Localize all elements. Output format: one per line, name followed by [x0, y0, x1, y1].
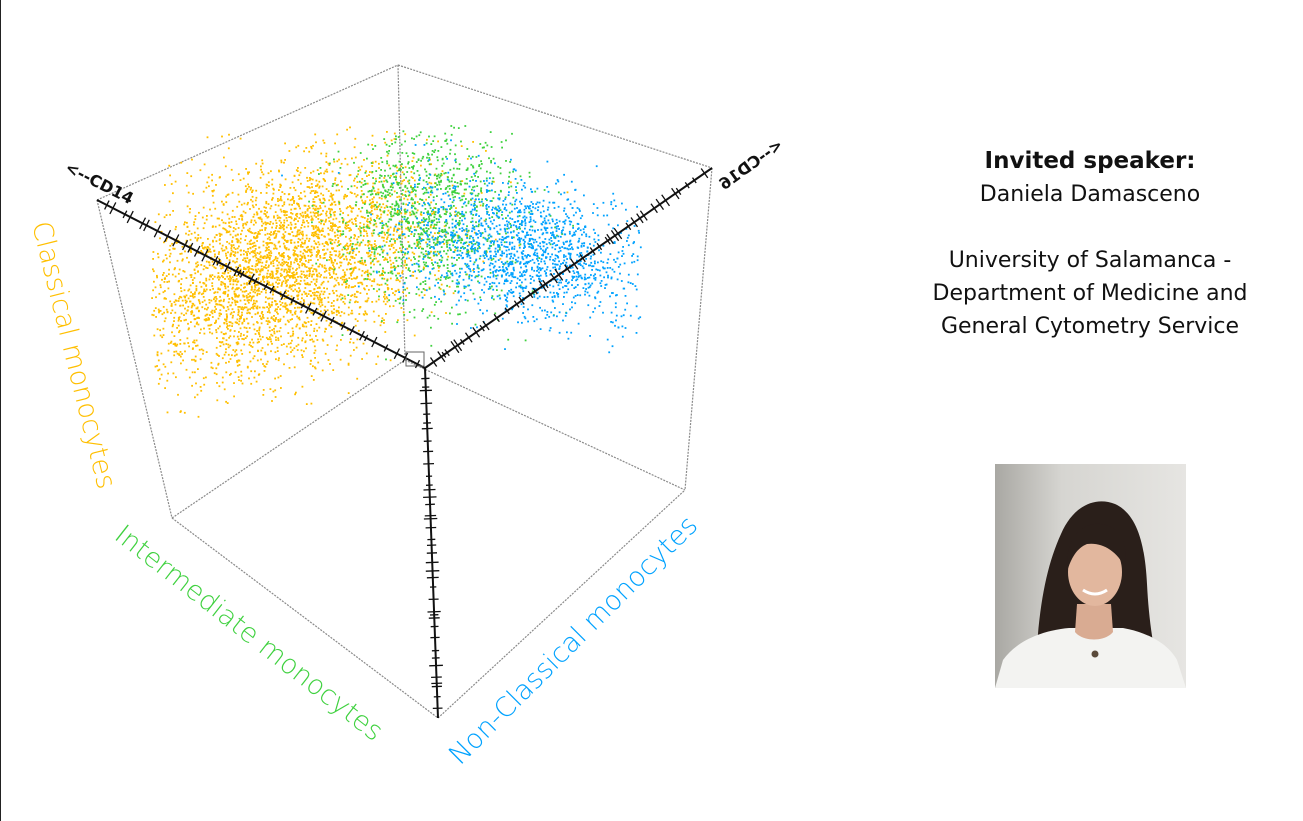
intermediate-monocytes-label: Intermediate monocytes	[109, 519, 389, 747]
axes	[96, 167, 713, 719]
bounding-box	[96, 64, 713, 719]
speaker-photo	[995, 464, 1186, 688]
affiliation-line: General Cytometry Service	[940, 314, 1240, 339]
speaker-panel: Invited speaker: Daniela Damasceno Unive…	[900, 145, 1280, 343]
speaker-name: Daniela Damasceno	[979, 182, 1201, 207]
affiliation-line: University of Salamanca -	[948, 248, 1232, 273]
invited-speaker-heading: Invited speaker:	[984, 148, 1196, 174]
non-classical-monocytes-label: Non-Classical monocytes	[443, 510, 704, 771]
cd16-axis-label: <--CD16	[715, 135, 786, 194]
3d-scatter-plot: <--CD14 <--CD16 Classical monocytes Inte…	[25, 64, 786, 771]
scatter-points	[151, 125, 642, 418]
classical-monocytes-label: Classical monocytes	[25, 218, 122, 492]
affiliation-line: Department of Medicine and	[932, 281, 1248, 306]
slide-left-border	[0, 0, 1, 821]
speaker-affiliation: University of Salamanca - Department of …	[900, 244, 1280, 343]
axis-ticks	[104, 168, 709, 710]
